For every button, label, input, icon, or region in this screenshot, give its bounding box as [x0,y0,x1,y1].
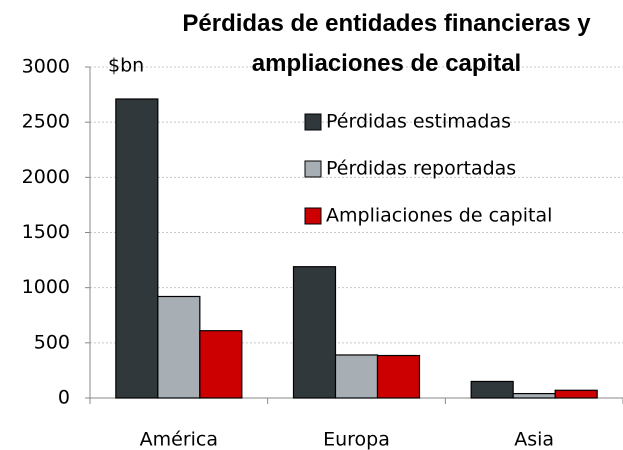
legend-label: Ampliaciones de capital [326,205,552,227]
x-tick-label: Europa [323,429,390,450]
bar [115,98,159,399]
x-tick-label: Asia [514,429,554,450]
bar [199,330,243,399]
y-tick-label: 2500 [22,111,70,133]
legend-label: Pérdidas reportadas [326,158,516,180]
y-tick-label: 2000 [22,166,70,188]
chart-title: Pérdidas de entidades financieras y ampl… [182,10,591,77]
y-tick-label: 3000 [22,56,70,78]
x-tick-label: América [140,429,218,450]
y-tick-label: 0 [58,387,70,409]
legend-swatch [304,160,322,178]
bar [292,266,337,399]
bar [470,380,514,399]
bar [157,295,201,399]
legend-label: Pérdidas estimadas [326,111,511,133]
y-tick-label: 1000 [22,276,70,298]
legend-swatch [304,207,322,225]
bar [512,392,556,399]
legend-swatch [304,113,322,131]
y-unit-label: $bn [108,55,144,77]
y-tick-label: 500 [34,331,70,353]
bar [554,389,598,399]
bar [334,354,379,399]
y-tick-label: 1500 [22,221,70,243]
bar [376,354,421,399]
